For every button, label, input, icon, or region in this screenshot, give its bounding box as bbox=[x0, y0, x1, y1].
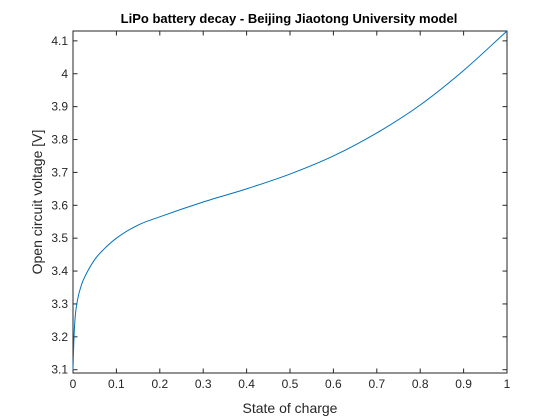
y-tick-label: 3.9 bbox=[51, 100, 68, 114]
x-tick-label: 0.2 bbox=[151, 377, 168, 391]
y-tick-label: 4 bbox=[61, 67, 68, 81]
x-tick-label: 1 bbox=[504, 377, 511, 391]
x-tick-label: 0.5 bbox=[282, 377, 299, 391]
y-tick-label: 3.8 bbox=[51, 133, 68, 147]
y-tick-label: 3.4 bbox=[51, 264, 68, 278]
series-line bbox=[72, 30, 508, 370]
x-tick-label: 0.1 bbox=[108, 377, 125, 391]
x-tick-label: 0.9 bbox=[455, 377, 472, 391]
plot-area bbox=[72, 30, 508, 374]
y-axis-label: Open circuit voltage [V] bbox=[29, 130, 45, 275]
x-tick-label: 0.6 bbox=[325, 377, 342, 391]
x-axis-label: State of charge bbox=[243, 400, 338, 416]
x-tick-label: 0.3 bbox=[195, 377, 212, 391]
x-tick-label: 0.8 bbox=[412, 377, 429, 391]
y-tick-label: 3.3 bbox=[51, 297, 68, 311]
chart-title: LiPo battery decay - Beijing Jiaotong Un… bbox=[121, 11, 458, 26]
y-tick-label: 3.6 bbox=[51, 198, 68, 212]
y-tick-label: 3.7 bbox=[51, 165, 68, 179]
y-tick-label: 4.1 bbox=[51, 34, 68, 48]
y-tick-label: 3.2 bbox=[51, 330, 68, 344]
x-tick-label: 0.7 bbox=[368, 377, 385, 391]
y-axis: 3.1 3.2 3.3 3.4 3.5 3.6 3.7 3.8 3.9 4 4.1 bbox=[51, 34, 507, 377]
y-tick-label: 3.1 bbox=[51, 363, 68, 377]
y-tick-label: 3.5 bbox=[51, 231, 68, 245]
x-axis: 0 0.1 0.2 0.3 0.4 0.5 0.6 0.7 0.8 0.9 1 bbox=[70, 31, 511, 391]
x-tick-label: 0.4 bbox=[238, 377, 255, 391]
x-tick-label: 0 bbox=[70, 377, 77, 391]
